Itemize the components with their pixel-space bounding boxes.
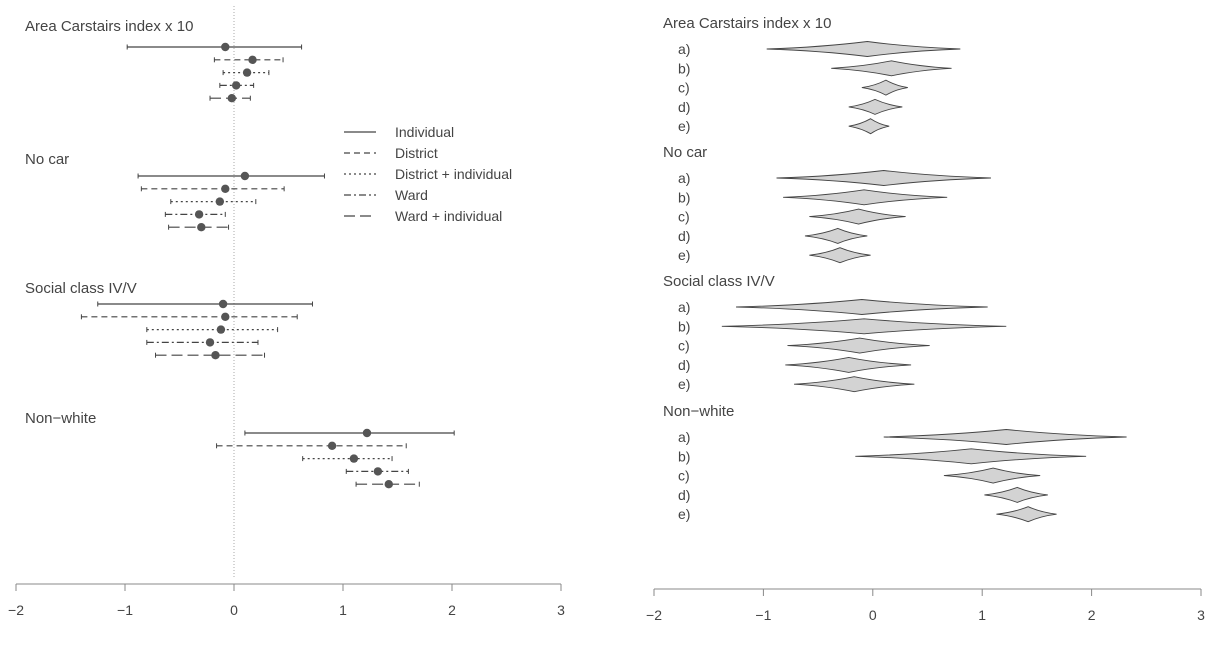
row-label: b) — [678, 189, 690, 205]
interval-shape — [809, 208, 906, 225]
point-estimate — [218, 299, 228, 309]
group-title: Social class IV/V — [25, 280, 137, 297]
point-estimate — [215, 197, 225, 206]
x-tick-label: 3 — [557, 602, 565, 618]
forest-plot-left: −2 −1 0 1 2 3 Area Carstairs index x 10 No car S… — [8, 6, 565, 618]
group-title: Social class IV/V — [663, 273, 775, 290]
x-tick-label: −1 — [755, 607, 771, 623]
interval-shape — [861, 79, 908, 96]
point-estimate — [197, 223, 206, 232]
point-estimate — [327, 441, 337, 450]
point-estimate — [242, 68, 252, 77]
point-estimate — [384, 480, 393, 489]
row-label: e) — [678, 506, 690, 522]
legend-label: District — [395, 145, 438, 161]
interval-shape — [848, 98, 903, 115]
row-label: a) — [678, 170, 690, 186]
x-tick-label: 2 — [1088, 607, 1096, 623]
interval-shape — [831, 60, 952, 77]
point-estimate — [362, 428, 372, 438]
row-label: e) — [678, 376, 690, 392]
interval-shape — [787, 337, 930, 354]
row-label: c) — [678, 468, 690, 484]
interval-shape — [783, 189, 948, 206]
x-tick-label: −2 — [646, 607, 662, 623]
interval-shape — [776, 170, 991, 186]
point-estimate — [240, 171, 250, 181]
interval-shape — [721, 318, 1007, 335]
interval-shape — [736, 299, 988, 315]
point-estimate — [211, 351, 220, 360]
interval-shape — [996, 506, 1057, 523]
interval-shape — [766, 41, 961, 57]
x-tick-label: −2 — [8, 602, 24, 618]
point-estimate — [349, 454, 359, 463]
row-label: c) — [678, 209, 690, 225]
x-tick-label: 1 — [339, 602, 347, 618]
row-label: d) — [678, 357, 690, 373]
interval-shape — [809, 247, 871, 264]
row-label: b) — [678, 60, 690, 76]
point-estimate — [221, 42, 230, 52]
row-label: d) — [678, 99, 690, 115]
point-estimate — [248, 55, 257, 64]
row-label: e) — [678, 247, 690, 263]
row-label: d) — [678, 228, 690, 244]
point-estimate — [227, 94, 237, 103]
interval-plot-right: −2 −1 0 1 2 3 Area Carstairs index x 10 a) b) c) d… — [646, 15, 1205, 623]
legend-label: Individual — [395, 124, 454, 140]
group-title: No car — [663, 144, 707, 161]
row-label: a) — [678, 299, 690, 315]
legend-label: Ward + individual — [395, 208, 502, 224]
point-estimate — [216, 325, 226, 334]
interval-shape — [883, 429, 1127, 445]
x-tick-label: 0 — [869, 607, 877, 623]
point-estimate — [194, 210, 204, 219]
x-tick-label: 0 — [230, 602, 238, 618]
x-tick-label: 2 — [448, 602, 456, 618]
row-label: b) — [678, 448, 690, 464]
legend-label: District + individual — [395, 166, 512, 182]
x-tick-label: −1 — [117, 602, 133, 618]
row-label: c) — [678, 338, 690, 354]
interval-shape — [785, 356, 912, 373]
interval-shape — [855, 448, 1087, 465]
interval-shape — [943, 467, 1041, 484]
interval-shape — [848, 118, 890, 135]
row-label: b) — [678, 318, 690, 334]
point-estimate — [221, 312, 230, 321]
point-estimate — [205, 338, 215, 347]
interval-shape — [984, 486, 1048, 503]
point-estimate — [231, 81, 241, 90]
point-estimate — [373, 467, 383, 476]
interval-shape — [804, 227, 868, 244]
group-title: Non−white — [25, 410, 96, 427]
point-estimate — [221, 184, 230, 193]
legend-label: Ward — [395, 187, 428, 203]
row-label: a) — [678, 41, 690, 57]
row-label: a) — [678, 429, 690, 445]
x-tick-label: 1 — [978, 607, 986, 623]
interval-shape — [794, 376, 915, 393]
group-title: No car — [25, 151, 69, 168]
row-label: e) — [678, 118, 690, 134]
group-title: Area Carstairs index x 10 — [25, 18, 193, 35]
row-label: d) — [678, 487, 690, 503]
row-label: c) — [678, 80, 690, 96]
group-title: Area Carstairs index x 10 — [663, 15, 831, 32]
group-title: Non−white — [663, 403, 734, 420]
x-tick-label: 3 — [1197, 607, 1205, 623]
